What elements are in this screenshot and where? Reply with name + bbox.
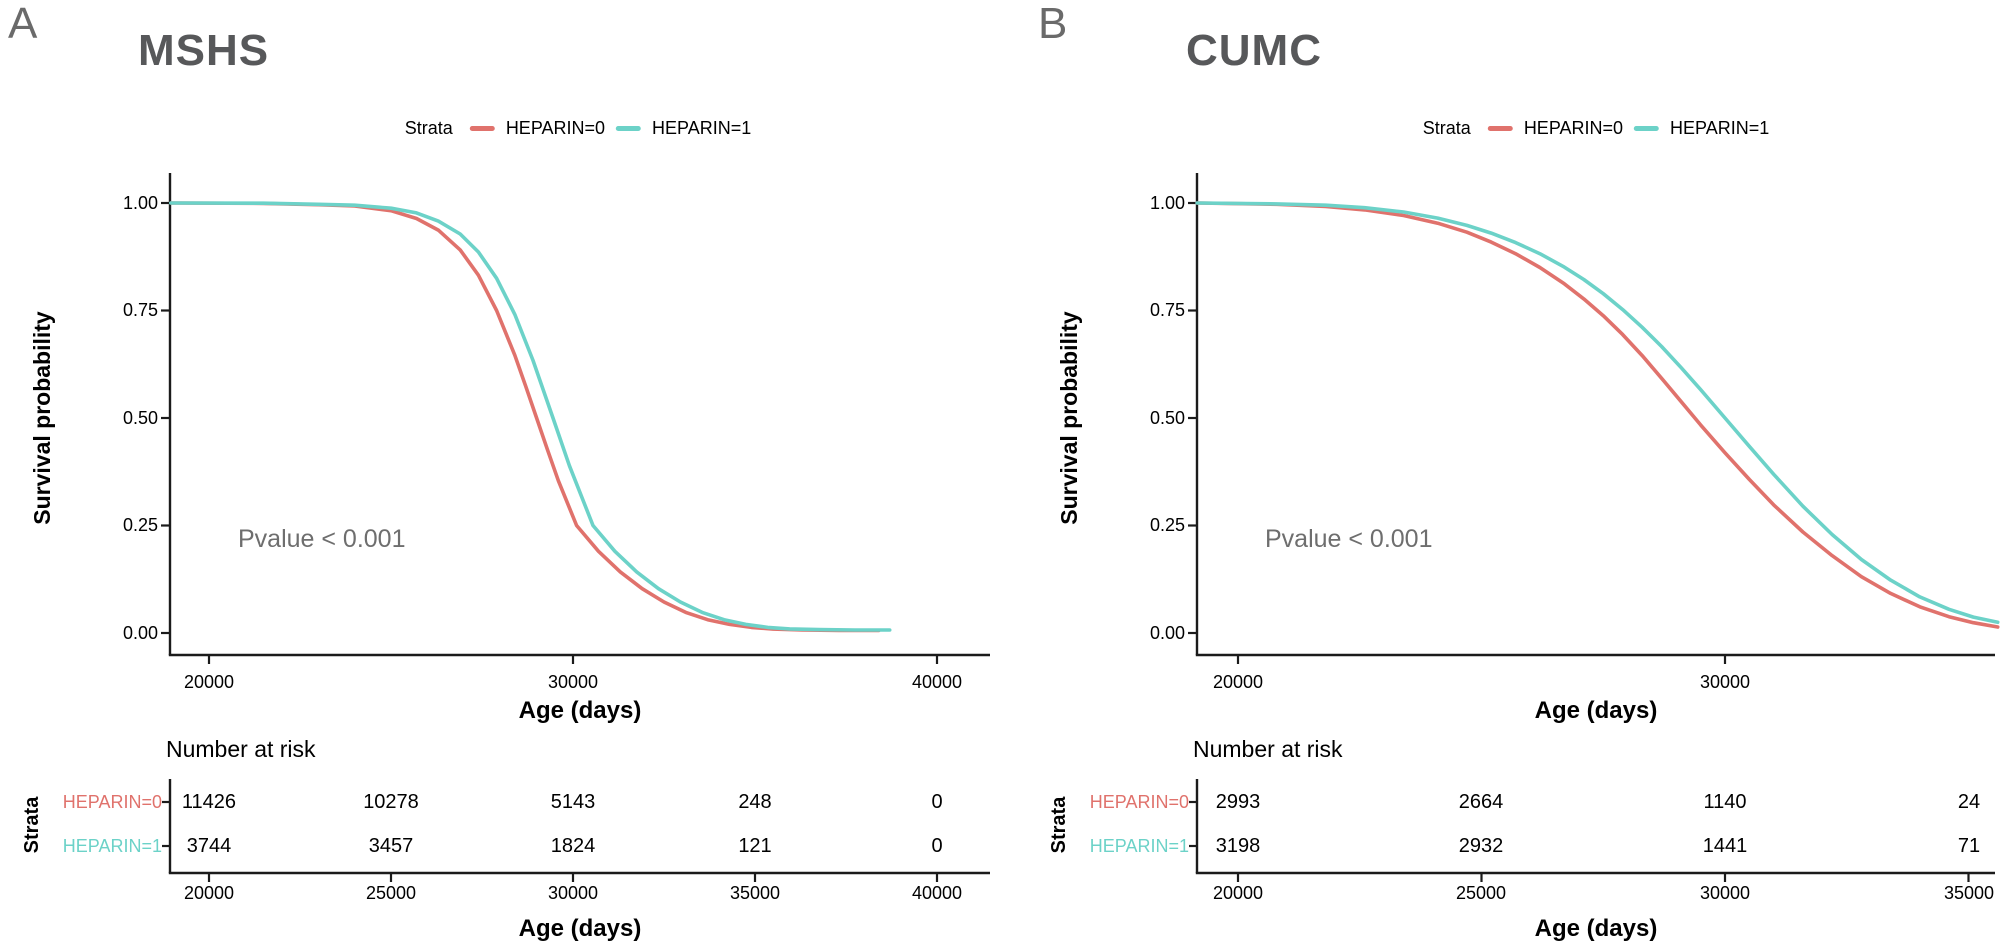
- legend-swatch-heparin1-icon: [1634, 126, 1660, 131]
- risk-x-tick-label: 35000: [729, 883, 781, 903]
- y-axis-title: Survival probability: [1056, 311, 1082, 525]
- risk-count: 2664: [1458, 791, 1504, 813]
- legend-swatch-heparin0-icon: [469, 126, 495, 131]
- risk-count: 248: [738, 791, 772, 813]
- risk-count: 10278: [363, 791, 419, 813]
- risk-count: 71: [1957, 835, 1981, 857]
- x-tick-label: 20000: [1212, 672, 1264, 692]
- y-tick-label: 1.00: [1149, 193, 1185, 213]
- legend-label-heparin1: HEPARIN=1: [1670, 118, 1770, 138]
- panel-title: CUMC: [1186, 26, 1322, 75]
- panel-letter: B: [1038, 0, 1068, 48]
- x-axis-title: Age (days): [1534, 697, 1658, 724]
- legend-label-heparin0: HEPARIN=0: [1523, 118, 1624, 138]
- legend: Strata HEPARIN=0 HEPARIN=1: [405, 118, 751, 139]
- panel-b: B CUMC Strata HEPARIN=0 HEPARIN=1 Surviv…: [1000, 0, 2000, 952]
- risk-x-tick-label: 25000: [1455, 883, 1507, 903]
- risk-count: 24: [1957, 791, 1981, 813]
- x-tick-label: 20000: [183, 672, 235, 692]
- x-axis-title: Age (days): [518, 697, 642, 724]
- legend-swatch-heparin0-icon: [1487, 126, 1513, 131]
- y-tick-label: 0.25: [1149, 515, 1185, 535]
- y-tick-label: 0.75: [1149, 300, 1185, 320]
- x-tick-label: 30000: [547, 672, 599, 692]
- pvalue-annotation: Pvalue < 0.001: [1265, 525, 1433, 553]
- risk-count: 0: [931, 791, 943, 813]
- risk-count: 121: [738, 835, 772, 857]
- x-tick-label: 30000: [1699, 672, 1751, 692]
- risk-count: 1441: [1702, 835, 1748, 857]
- risk-count: 3198: [1215, 835, 1261, 857]
- risk-x-tick-label: 20000: [1212, 883, 1264, 903]
- y-axis-title: Survival probability: [29, 311, 55, 525]
- risk-row-label-heparin0: HEPARIN=0: [1089, 792, 1189, 812]
- risk-x-tick-label: 40000: [911, 883, 963, 903]
- legend-title: Strata: [404, 118, 453, 138]
- risk-x-tick-label: 30000: [1699, 883, 1751, 903]
- risk-table-header: Number at risk: [166, 736, 316, 762]
- pvalue-annotation: Pvalue < 0.001: [238, 525, 406, 553]
- risk-row-label-heparin1: HEPARIN=1: [62, 836, 162, 856]
- risk-count: 1140: [1703, 791, 1747, 813]
- risk-x-axis-title: Age (days): [1534, 915, 1658, 942]
- risk-count: 1824: [550, 835, 596, 857]
- panel-a: A MSHS Strata HEPARIN=0 HEPARIN=1 Surviv…: [8, 0, 990, 942]
- legend-label-heparin0: HEPARIN=0: [505, 118, 606, 138]
- y-tick-label: 0.50: [122, 408, 158, 428]
- risk-x-tick-label: 35000: [1943, 883, 1995, 903]
- risk-count: 0: [931, 835, 943, 857]
- risk-count: 2932: [1458, 835, 1504, 857]
- legend-title: Strata: [1422, 118, 1471, 138]
- panel-letter: A: [8, 0, 38, 48]
- x-tick-label: 40000: [911, 672, 963, 692]
- legend: Strata HEPARIN=0 HEPARIN=1: [1423, 118, 1769, 139]
- risk-count: 5143: [550, 791, 596, 813]
- risk-table-header: Number at risk: [1193, 736, 1343, 762]
- y-tick-label: 0.75: [122, 300, 158, 320]
- y-tick-label: 0.50: [1149, 408, 1185, 428]
- y-tick-label: 1.00: [122, 193, 158, 213]
- legend-swatch-heparin1-icon: [616, 126, 642, 131]
- panel-title: MSHS: [138, 26, 270, 75]
- y-tick-label: 0.00: [1149, 623, 1185, 643]
- risk-axis-title: Strata: [21, 796, 43, 854]
- risk-axis-title: Strata: [1048, 796, 1070, 854]
- risk-count: 3744: [186, 835, 232, 857]
- risk-x-tick-label: 30000: [547, 883, 599, 903]
- y-tick-label: 0.00: [122, 623, 158, 643]
- risk-count: 11426: [181, 791, 237, 813]
- y-tick-label: 0.25: [122, 515, 158, 535]
- risk-x-tick-label: 25000: [365, 883, 417, 903]
- risk-row-label-heparin0: HEPARIN=0: [62, 792, 162, 812]
- legend-label-heparin1: HEPARIN=1: [652, 118, 752, 138]
- risk-row-label-heparin1: HEPARIN=1: [1089, 836, 1189, 856]
- risk-count: 3457: [368, 835, 414, 857]
- risk-x-axis-title: Age (days): [518, 915, 642, 942]
- risk-count: 2993: [1215, 791, 1261, 813]
- risk-x-tick-label: 20000: [183, 883, 235, 903]
